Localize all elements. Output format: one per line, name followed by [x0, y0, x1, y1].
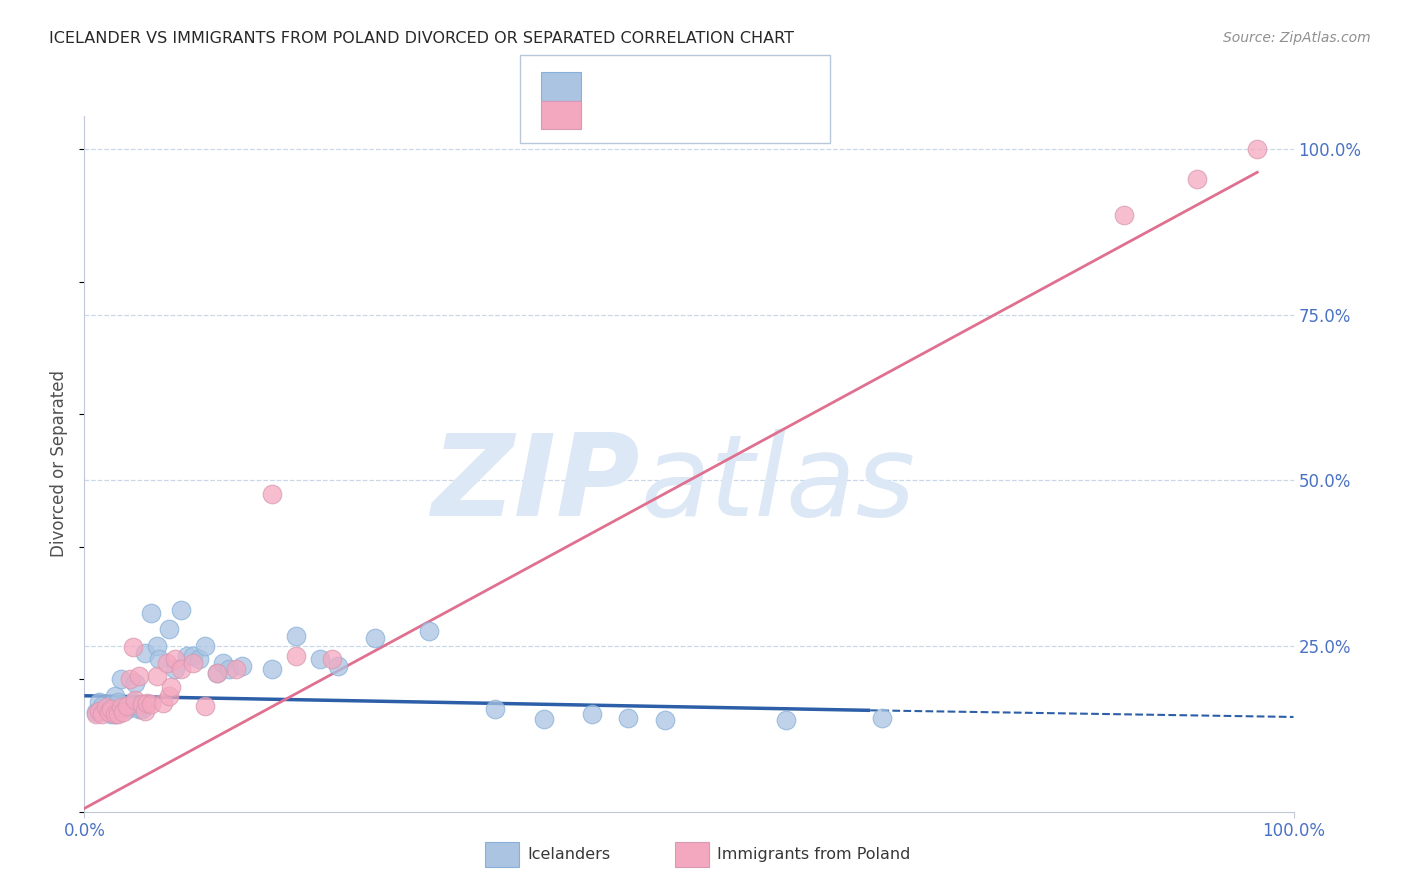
- Point: [100, 702, 122, 716]
- Point: [285, 648, 308, 663]
- Point: [363, 631, 385, 645]
- Point: [146, 639, 169, 653]
- Point: [194, 698, 217, 713]
- Point: [148, 652, 170, 666]
- Text: ICELANDER VS IMMIGRANTS FROM POLAND DIVORCED OR SEPARATED CORRELATION CHART: ICELANDER VS IMMIGRANTS FROM POLAND DIVO…: [49, 31, 794, 46]
- Point: [165, 662, 187, 676]
- Point: [188, 652, 211, 666]
- Point: [134, 646, 156, 660]
- Text: ZIP: ZIP: [432, 429, 641, 541]
- Y-axis label: Divorced or Separated: Divorced or Separated: [51, 370, 69, 558]
- Text: Icelanders: Icelanders: [527, 847, 610, 862]
- Point: [124, 675, 146, 690]
- Point: [128, 669, 150, 683]
- Point: [418, 624, 440, 639]
- Text: R =: R =: [591, 106, 627, 124]
- Point: [218, 662, 240, 676]
- Point: [128, 702, 150, 716]
- Text: -0.141: -0.141: [621, 78, 681, 95]
- Point: [107, 706, 129, 721]
- Text: 36: 36: [728, 106, 751, 124]
- Point: [260, 662, 283, 676]
- Point: [100, 704, 122, 718]
- Point: [581, 706, 603, 721]
- Text: R =: R =: [591, 78, 627, 95]
- Point: [104, 689, 127, 703]
- Point: [91, 706, 114, 721]
- Point: [872, 711, 894, 725]
- Point: [134, 704, 156, 718]
- Point: [87, 695, 110, 709]
- Text: N =: N =: [689, 106, 737, 124]
- Point: [176, 648, 198, 663]
- Point: [91, 698, 114, 713]
- Point: [100, 706, 122, 721]
- Point: [170, 662, 193, 676]
- Point: [124, 693, 146, 707]
- Point: [97, 706, 120, 720]
- Point: [155, 656, 177, 670]
- Point: [121, 640, 143, 655]
- Point: [654, 713, 676, 727]
- Point: [152, 696, 174, 710]
- Point: [165, 652, 187, 666]
- Point: [212, 656, 235, 670]
- Point: [110, 672, 132, 686]
- Text: atlas: atlas: [641, 429, 915, 541]
- Point: [120, 672, 142, 686]
- Point: [170, 602, 193, 616]
- Point: [484, 702, 506, 716]
- Text: N =: N =: [689, 78, 737, 95]
- Point: [136, 696, 159, 710]
- Text: Source: ZipAtlas.com: Source: ZipAtlas.com: [1223, 31, 1371, 45]
- Point: [775, 713, 797, 727]
- Point: [120, 698, 142, 713]
- Point: [321, 652, 343, 666]
- Text: 0.913: 0.913: [621, 106, 673, 124]
- Point: [146, 669, 169, 683]
- Point: [207, 665, 229, 680]
- Point: [121, 695, 143, 709]
- Point: [181, 656, 204, 670]
- Point: [139, 606, 162, 620]
- Point: [194, 639, 217, 653]
- Point: [328, 659, 350, 673]
- Point: [94, 702, 117, 716]
- Point: [131, 702, 153, 716]
- Point: [139, 698, 162, 712]
- Point: [112, 706, 135, 720]
- Point: [1246, 142, 1268, 156]
- Point: [157, 689, 180, 703]
- Point: [115, 698, 138, 713]
- Point: [1114, 208, 1136, 222]
- Point: [131, 698, 153, 712]
- Point: [110, 700, 132, 714]
- Point: [87, 704, 110, 718]
- Point: [94, 700, 117, 714]
- Point: [231, 659, 253, 673]
- Text: 45: 45: [728, 78, 751, 95]
- Point: [97, 698, 120, 713]
- Point: [104, 706, 127, 721]
- Point: [285, 629, 308, 643]
- Point: [225, 662, 247, 676]
- Point: [86, 706, 108, 721]
- Point: [115, 702, 138, 716]
- Point: [309, 652, 332, 666]
- Point: [107, 695, 129, 709]
- Point: [207, 665, 229, 680]
- Point: [181, 648, 204, 663]
- Text: Immigrants from Poland: Immigrants from Poland: [717, 847, 911, 862]
- Point: [260, 486, 283, 500]
- Point: [1185, 172, 1208, 186]
- Point: [160, 680, 183, 694]
- Point: [104, 706, 127, 721]
- Point: [533, 712, 555, 726]
- Point: [617, 711, 640, 725]
- Point: [86, 706, 108, 720]
- Point: [157, 623, 180, 637]
